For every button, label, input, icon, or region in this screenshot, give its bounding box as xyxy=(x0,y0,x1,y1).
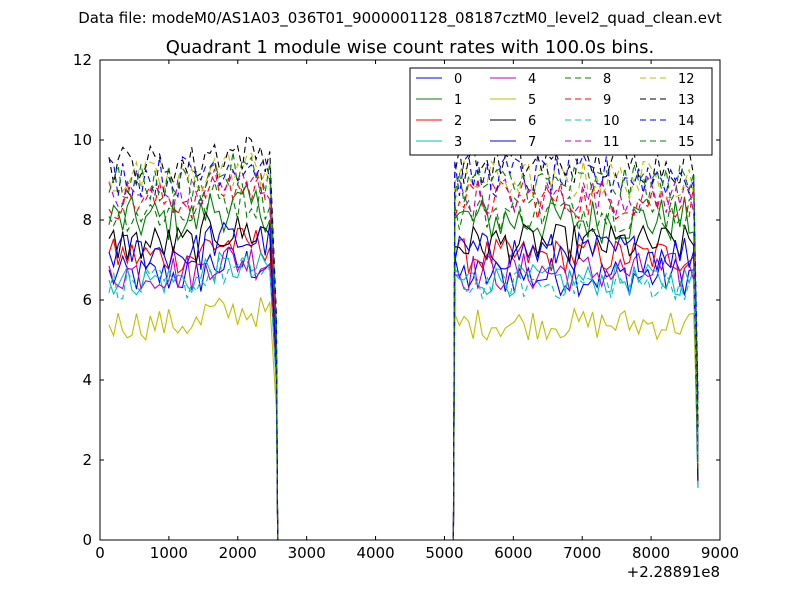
series-line-11 xyxy=(108,169,699,541)
x-tick-label: 2000 xyxy=(219,544,257,562)
series-line-3 xyxy=(108,250,699,541)
y-tick-label: 6 xyxy=(82,291,92,309)
series-line-14 xyxy=(108,153,699,541)
legend-label: 13 xyxy=(678,93,695,108)
x-axis: 0 1000 2000 3000 4000 5000 6000 7000 8000 9000 xyxy=(95,60,739,562)
figure-suptitle: Data file: modeM0/AS1A03_036T01_90000011… xyxy=(78,9,722,28)
y-tick-label: 0 xyxy=(82,531,92,549)
y-tick-label: 10 xyxy=(73,131,92,149)
x-tick-label: 5000 xyxy=(425,544,463,562)
legend-label: 14 xyxy=(678,114,695,129)
legend-label: 12 xyxy=(678,72,695,87)
y-tick-label: 8 xyxy=(82,211,92,229)
legend-label: 11 xyxy=(603,135,620,150)
series-line-1 xyxy=(108,182,699,541)
series-line-4 xyxy=(108,246,699,541)
legend-label: 9 xyxy=(603,93,611,108)
x-tick-label: 3000 xyxy=(288,544,326,562)
series-line-12 xyxy=(108,151,699,541)
series-line-7 xyxy=(108,221,699,541)
x-tick-label: 1000 xyxy=(150,544,188,562)
x-tick-label: 0 xyxy=(95,544,105,562)
series-line-2 xyxy=(108,227,699,541)
x-tick-label: 9000 xyxy=(701,544,739,562)
series-line-8 xyxy=(108,180,699,541)
legend-label: 8 xyxy=(603,72,611,87)
chart-title: Quadrant 1 module wise count rates with … xyxy=(166,37,655,58)
x-tick-label: 8000 xyxy=(632,544,670,562)
legend-label: 7 xyxy=(528,135,536,150)
y-tick-label: 2 xyxy=(82,451,92,469)
legend-label: 1 xyxy=(454,93,462,108)
series-line-6 xyxy=(108,210,699,541)
x-tick-label: 4000 xyxy=(356,544,394,562)
series-line-5 xyxy=(108,297,699,541)
plot-lines xyxy=(108,134,699,541)
x-tick-label: 7000 xyxy=(563,544,601,562)
y-tick-label: 12 xyxy=(73,51,92,69)
y-tick-label: 4 xyxy=(82,371,92,389)
legend-label: 10 xyxy=(603,114,620,129)
series-line-15 xyxy=(108,151,699,541)
series-line-9 xyxy=(108,168,699,541)
series-line-10 xyxy=(108,257,699,541)
legend-label: 5 xyxy=(528,93,536,108)
legend-label: 0 xyxy=(454,72,462,87)
legend-label: 4 xyxy=(528,72,536,87)
x-offset-label: +2.28891e8 xyxy=(627,563,720,581)
x-tick-label: 6000 xyxy=(494,544,532,562)
legend-label: 3 xyxy=(454,135,462,150)
legend-label: 6 xyxy=(528,114,536,129)
legend-label: 2 xyxy=(454,114,462,129)
legend-label: 15 xyxy=(678,135,695,150)
